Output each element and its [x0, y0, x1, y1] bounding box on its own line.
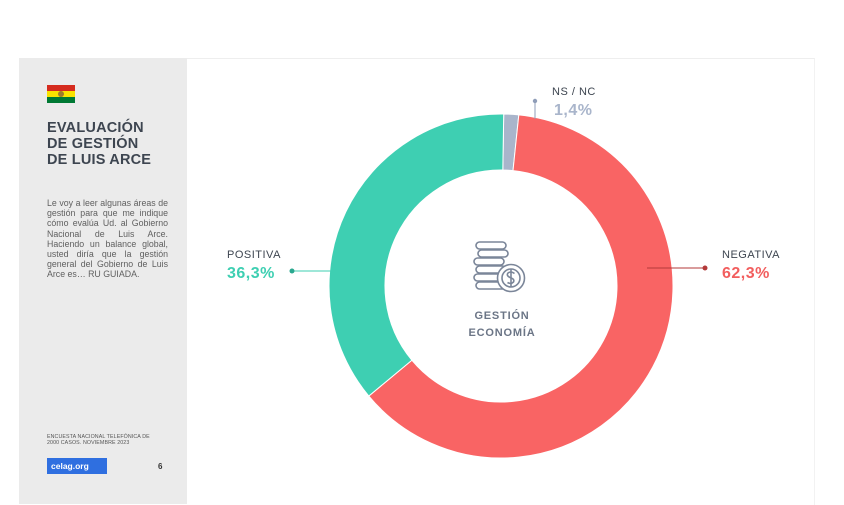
page-title: EVALUACIÓN DE GESTIÓN DE LUIS ARCE	[47, 120, 152, 168]
bolivia-flag-icon	[47, 85, 75, 103]
nsnc-label: NS / NC	[552, 86, 596, 98]
negativa-slice	[368, 114, 674, 459]
celag-logo[interactable]: celag.org	[47, 458, 107, 474]
nsnc-leader-dot	[532, 98, 538, 104]
negativa-value: 62,3%	[722, 265, 770, 282]
slide-frame	[19, 58, 815, 505]
negativa-leader-dot	[702, 265, 708, 271]
positiva-leader-dot	[289, 268, 295, 274]
sidebar: EVALUACIÓN DE GESTIÓN DE LUIS ARCE Le vo…	[19, 58, 187, 504]
positiva-value: 36,3%	[227, 265, 275, 282]
question-description: Le voy a leer algunas áreas de gestión p…	[47, 198, 168, 280]
nsnc-value: 1,4%	[554, 102, 592, 119]
center-label-line2: ECONOMÍA	[469, 326, 536, 339]
negativa-label: NEGATIVA	[722, 249, 780, 261]
center-label-line1: GESTIÓN	[474, 309, 529, 322]
positiva-slice	[328, 113, 505, 397]
survey-source: ENCUESTA NACIONAL TELEFÓNICA DE 2000 CAS…	[47, 434, 150, 447]
coins-dollar-icon	[473, 241, 526, 293]
positiva-label: POSITIVA	[227, 249, 281, 261]
page-number: 6	[158, 462, 163, 471]
